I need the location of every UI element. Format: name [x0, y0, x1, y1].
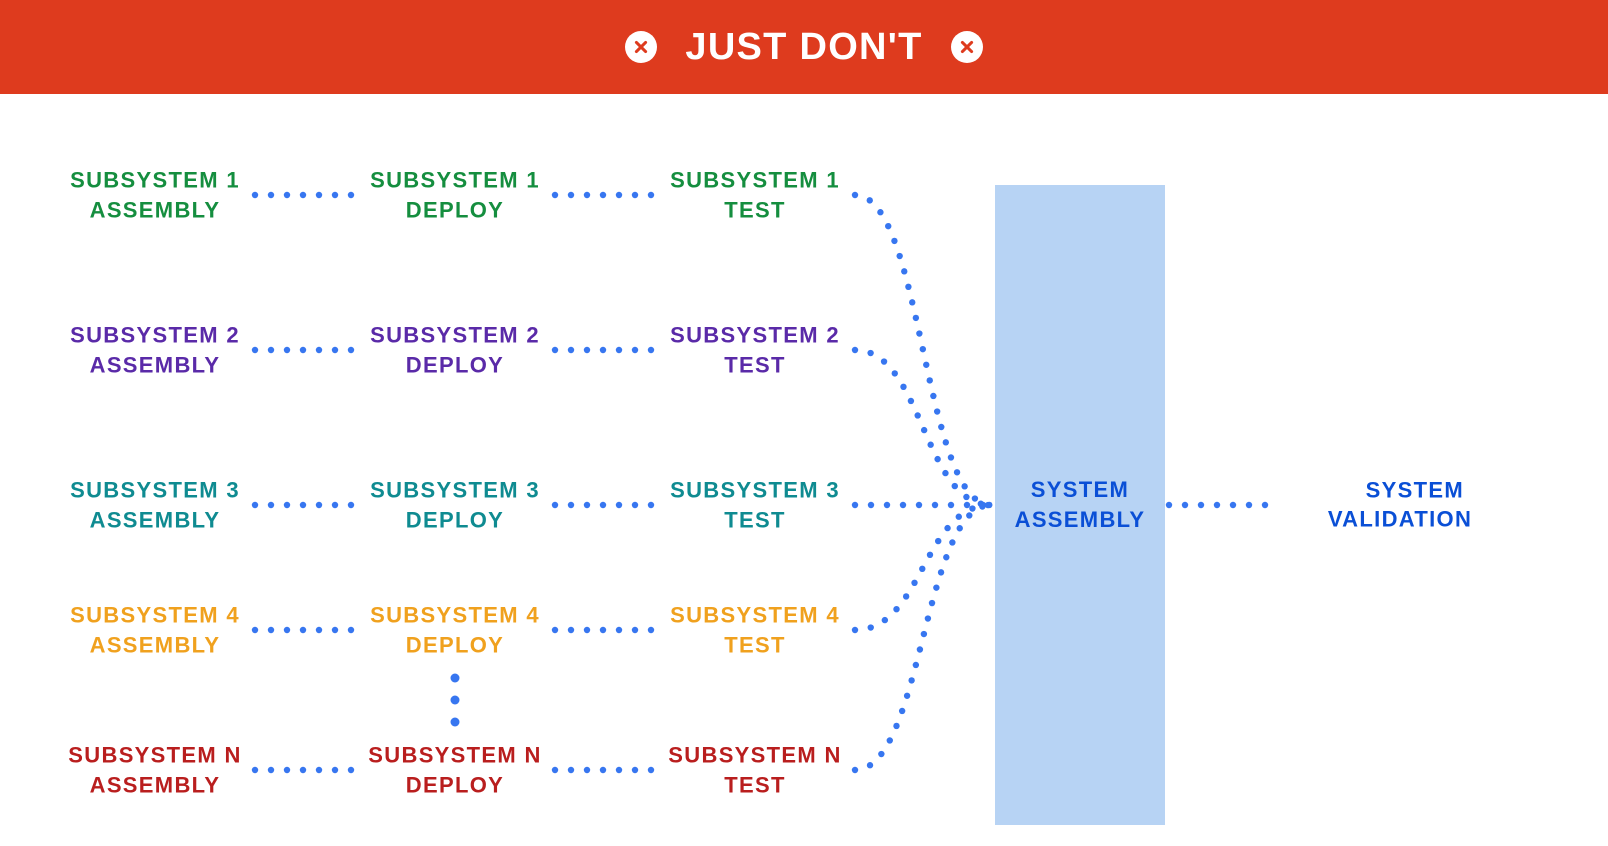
subN-assembly-node: SUBSYSTEM N ASSEMBLY — [68, 740, 241, 799]
sub4-test-node: SUBSYSTEM 4 TEST — [670, 600, 840, 659]
system-validation-node: SYSTEM VALIDATION — [1328, 446, 1472, 565]
system-assembly-label: SYSTEM ASSEMBLY — [995, 475, 1165, 534]
sub4-assembly-node: SUBSYSTEM 4 ASSEMBLY — [70, 600, 240, 659]
sub1-deploy-node: SUBSYSTEM 1 DEPLOY — [370, 165, 540, 224]
sub2-test-node: SUBSYSTEM 2 TEST — [670, 320, 840, 379]
subN-test-node: SUBSYSTEM N TEST — [668, 740, 841, 799]
sub3-test-node: SUBSYSTEM 3 TEST — [670, 475, 840, 534]
system-validation-label: SYSTEM VALIDATION — [1328, 477, 1472, 532]
sub4-deploy-node: SUBSYSTEM 4 DEPLOY — [370, 600, 540, 659]
sub2-assembly-node: SUBSYSTEM 2 ASSEMBLY — [70, 320, 240, 379]
sub1-assembly-node: SUBSYSTEM 1 ASSEMBLY — [70, 165, 240, 224]
warning-banner: JUST DON'T — [0, 0, 1608, 94]
banner-title: JUST DON'T — [685, 26, 922, 69]
sub2-deploy-node: SUBSYSTEM 2 DEPLOY — [370, 320, 540, 379]
system-assembly-box: SYSTEM ASSEMBLY — [995, 185, 1165, 825]
subN-deploy-node: SUBSYSTEM N DEPLOY — [368, 740, 541, 799]
sub1-test-node: SUBSYSTEM 1 TEST — [670, 165, 840, 224]
sub3-deploy-node: SUBSYSTEM 3 DEPLOY — [370, 475, 540, 534]
diagram-stage: SYSTEM ASSEMBLY SYSTEM VALIDATION SUBSYS… — [0, 94, 1608, 846]
sub3-assembly-node: SUBSYSTEM 3 ASSEMBLY — [70, 475, 240, 534]
close-x-icon — [951, 31, 983, 63]
close-x-icon — [625, 31, 657, 63]
